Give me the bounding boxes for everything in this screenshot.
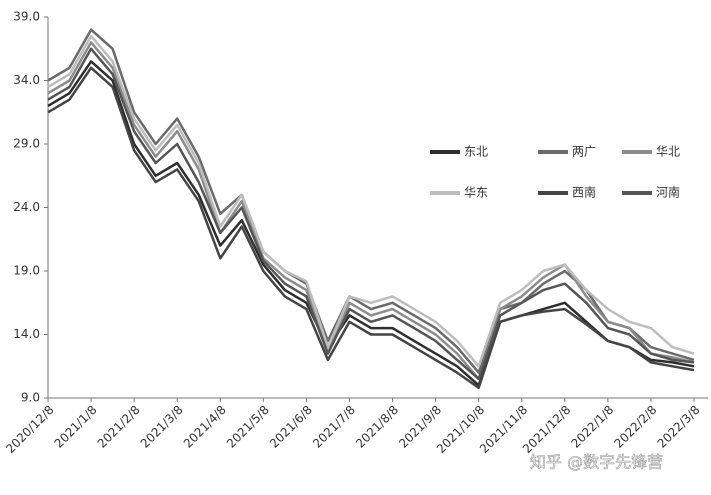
y-tick-label: 14.0 <box>13 327 40 341</box>
legend-label: 西南 <box>572 185 596 200</box>
watermark: 知乎 @数字先锋营 <box>530 453 663 472</box>
x-tick-label: 2021/3/8 <box>138 403 186 451</box>
legend-label: 华东 <box>464 186 488 200</box>
x-tick-label: 2021/4/8 <box>181 403 229 451</box>
series-line <box>47 66 695 390</box>
y-tick-label: 39.0 <box>13 10 40 24</box>
x-tick-label: 2021/2/8 <box>95 403 143 451</box>
series-line <box>47 60 695 387</box>
y-tick-label: 29.0 <box>13 137 40 151</box>
legend-label: 华北 <box>656 145 680 159</box>
series-line <box>47 41 695 381</box>
y-tick-label: 34.0 <box>13 73 40 87</box>
x-tick-label: 2020/12/8 <box>3 403 56 456</box>
y-tick-label: 24.0 <box>13 200 40 214</box>
x-tick-label: 2022/3/8 <box>655 403 703 451</box>
x-tick-label: 2022/1/8 <box>568 403 616 451</box>
x-tick-label: 2022/2/8 <box>612 403 660 451</box>
series-line <box>47 34 695 368</box>
y-tick-label: 19.0 <box>13 264 40 278</box>
legend-label: 两广 <box>572 145 596 159</box>
legend-label: 河南 <box>656 185 680 200</box>
legend-label: 东北 <box>464 145 488 159</box>
y-tick-label: 9.0 <box>21 391 40 405</box>
series-line <box>47 47 695 381</box>
x-tick-label: 2021/8/8 <box>353 403 401 451</box>
x-tick-label: 2021/6/8 <box>267 403 315 451</box>
x-tick-label: 2021/5/8 <box>224 403 272 451</box>
x-tick-label: 2021/7/8 <box>310 403 358 451</box>
x-tick-label: 2021/1/8 <box>52 403 100 451</box>
